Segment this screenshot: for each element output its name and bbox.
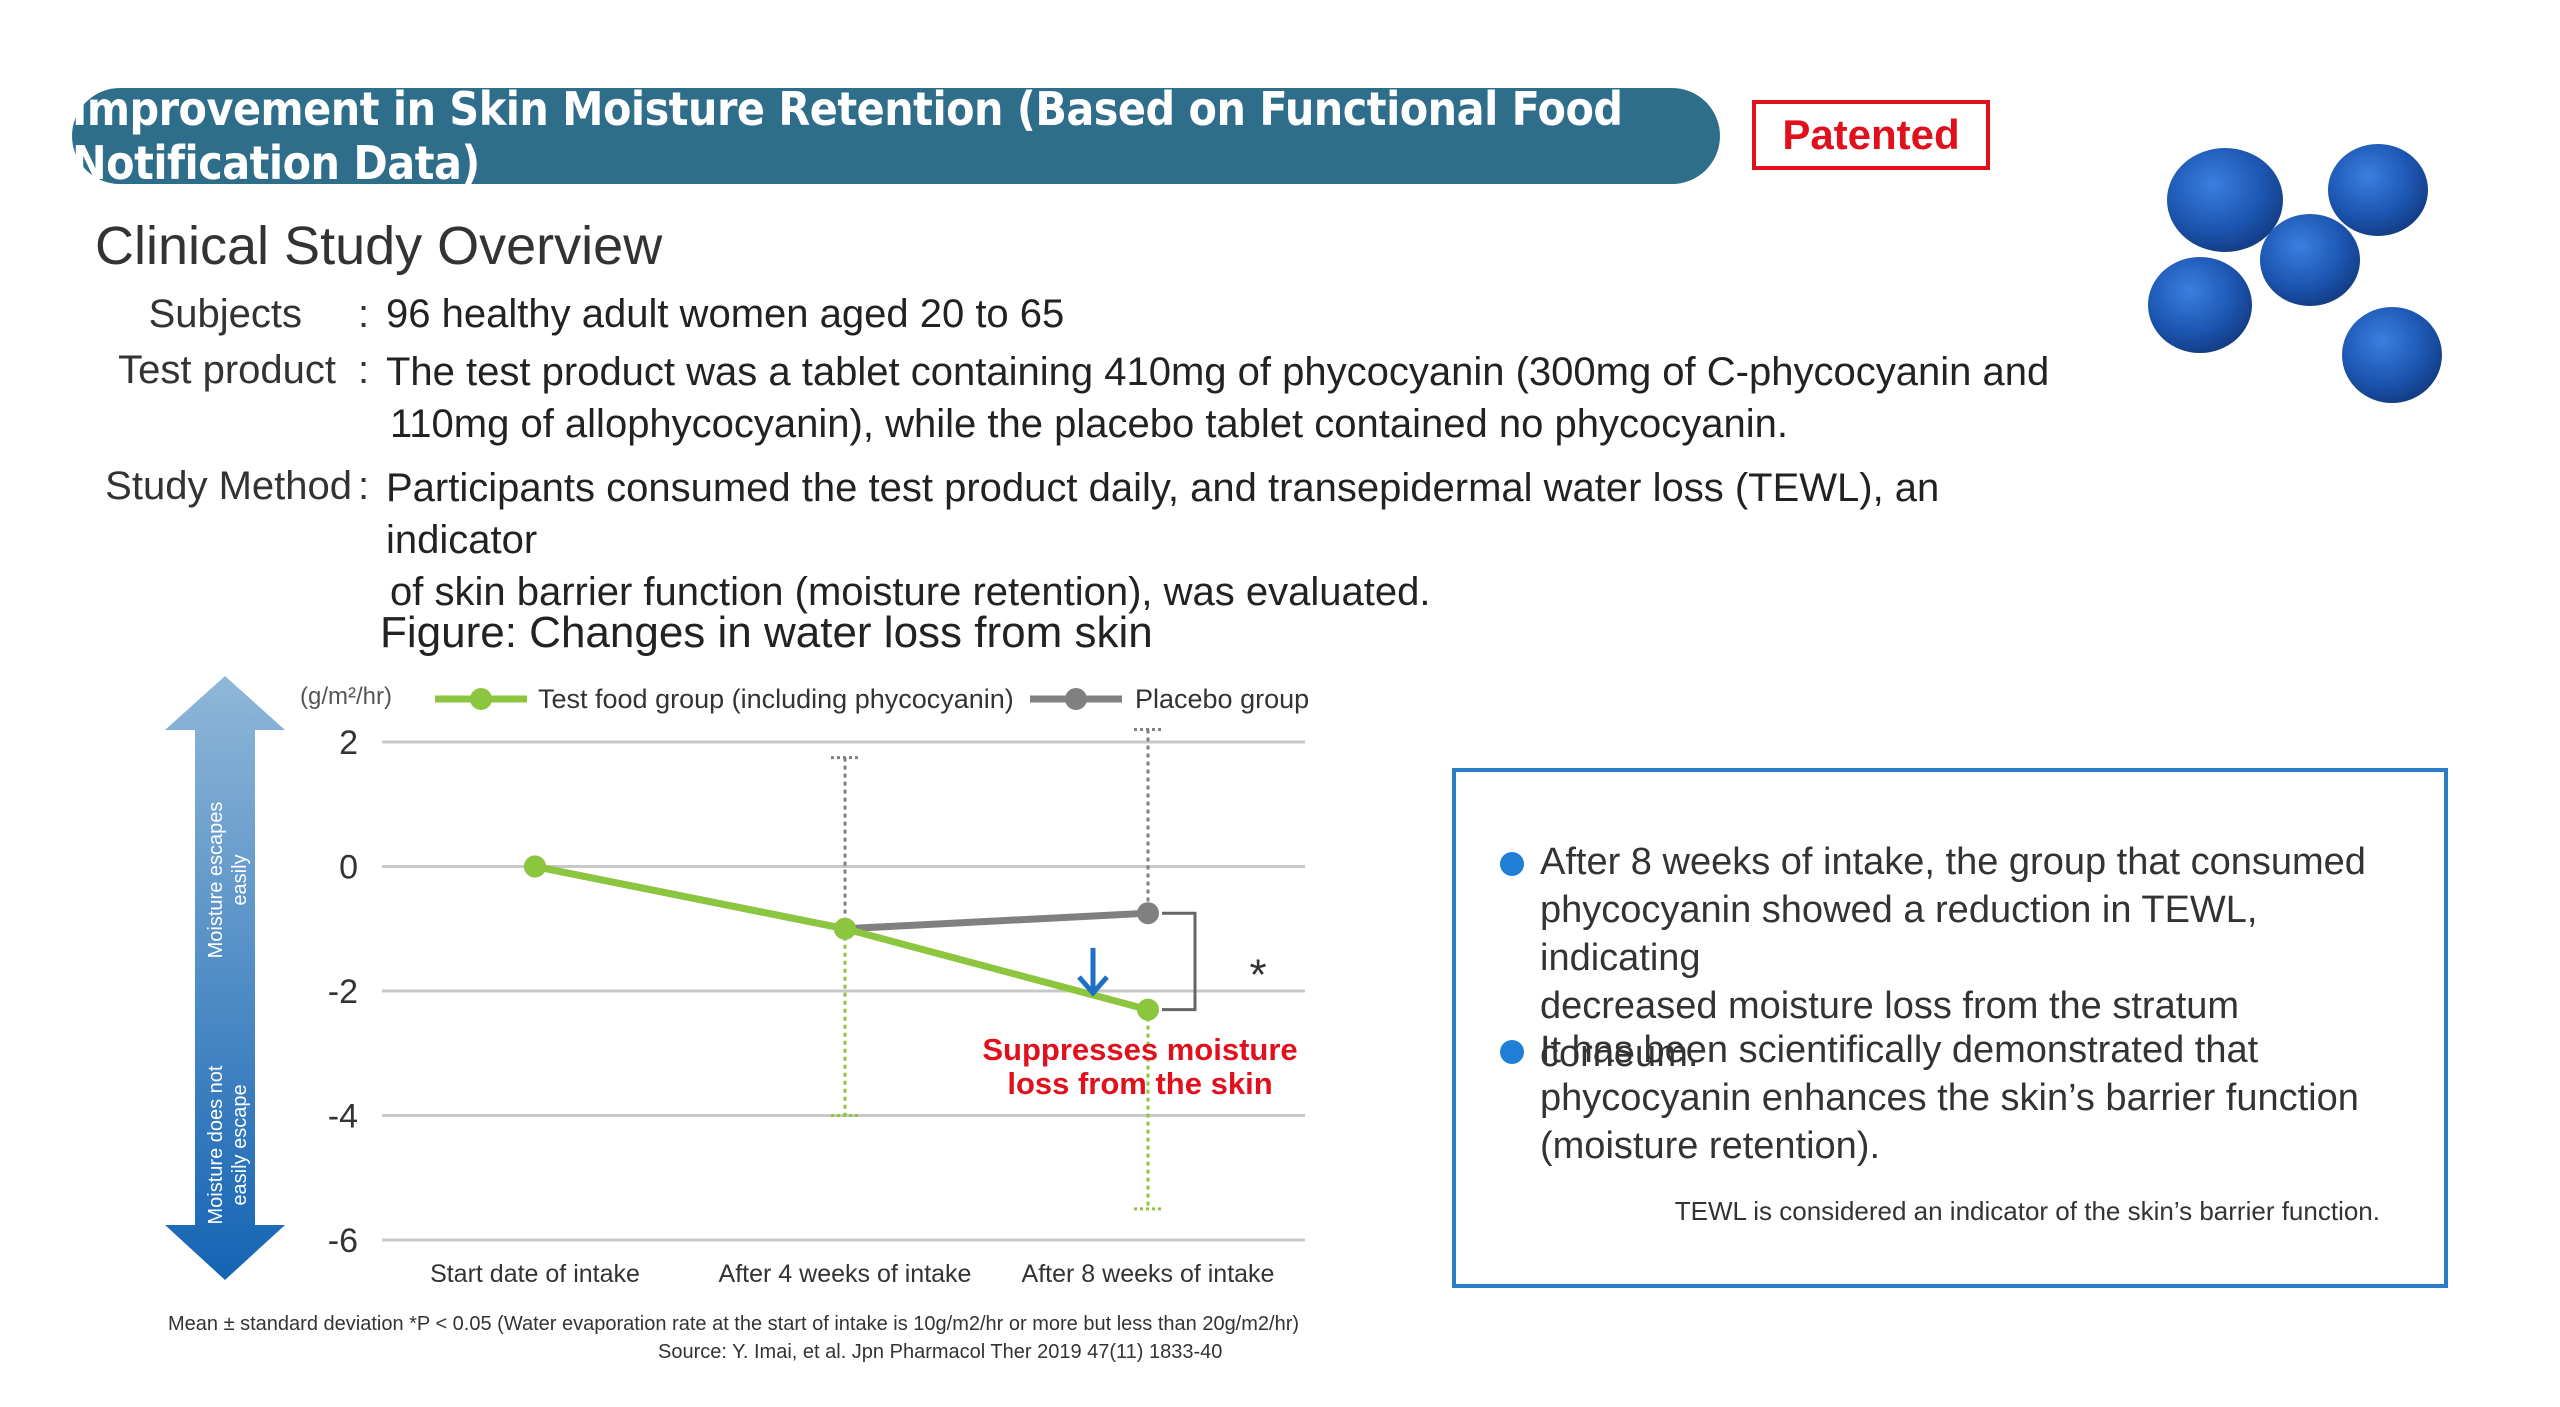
significance-star: * [1249,950,1266,999]
x-tick-label: After 8 weeks of intake [1022,1260,1275,1288]
text-line: decreased moisture loss from the stratum… [1540,985,2240,1075]
subjects-text: 96 healthy adult women aged 20 to 65 [386,288,2086,340]
info-bullet: After 8 weeks of intake, the group that … [1500,838,2400,1078]
info-box: After 8 weeks of intake, the group that … [1452,768,2448,1288]
x-tick-label: After 4 weeks of intake [719,1260,972,1288]
y-tick-label: 0 [339,849,358,887]
bullet-dot-icon [1500,1040,1524,1064]
error-bars [831,728,1162,1211]
annotation-text: loss from the skin [1007,1066,1272,1101]
colon: : [358,464,370,508]
x-ticks: Start date of intake After 4 weeks of int… [430,1260,1274,1288]
y-tick-label: -6 [328,1222,358,1260]
test-product-label: Test product [118,348,336,392]
data-point [834,917,856,940]
y-tick-label: 2 [339,724,358,762]
text-line: Participants consumed the test product d… [386,466,1940,562]
footnote-source: Source: Y. Imai, et al. Jpn Pharmacol Th… [658,1341,1223,1363]
study-method-label: Study Method [105,464,352,508]
legend-label: Test food group (including phycocyanin) [538,684,1014,714]
text-line: 110mg of allophycocyanin), while the pla… [390,402,1788,446]
study-method-text: Participants consumed the test product d… [386,462,2086,618]
info-note: TEWL is considered an indicator of the s… [1674,1196,2380,1226]
footnote-statistics: Mean ± standard deviation *P < 0.05 (Wat… [168,1313,1300,1335]
side-arrow-up-label: easily [229,854,251,905]
bullet-dot-icon [1500,852,1524,876]
page-title: Improvement in Skin Moisture Retention (… [72,82,1720,190]
info-bullet: It has been scientifically demonstrated … [1500,1026,2400,1170]
tablet [2148,257,2252,353]
tablets-illustration [2148,144,2442,403]
data-point [524,855,546,878]
test-product-text: The test product was a tablet containing… [386,346,2086,450]
colon: : [358,348,370,392]
tablet [2328,144,2428,236]
patented-badge: Patented [1752,100,1990,170]
data-point [1137,998,1159,1021]
data-point [1137,902,1159,925]
y-ticks: 2 0 -2 -4 -6 [328,724,358,1260]
y-tick-label: -2 [328,973,358,1011]
bracket [1162,911,1197,1012]
text-line: It has been scientifically demonstrated … [1540,1029,2259,1071]
text-line: (moisture retention). [1540,1125,1881,1167]
legend-label: Placebo group [1135,684,1309,714]
overview-heading: Clinical Study Overview [95,216,663,276]
text-line: of skin barrier function (moisture reten… [390,570,1431,614]
y-tick-label: -4 [328,1098,358,1136]
series-points [524,855,1159,1021]
significance-bracket: * [1162,911,1267,1012]
legend: Test food group (including phycocyanin) P… [435,684,1309,714]
subjects-label: Subjects [148,292,302,336]
text-line: phycocyanin enhances the skin’s barrier … [1540,1077,2359,1119]
text-line: 96 healthy adult women aged 20 to 65 [386,292,1065,336]
x-tick-label: Start date of intake [430,1260,640,1288]
annotation-text: Suppresses moisture [982,1032,1297,1067]
y-axis-unit: (g/m²/hr) [300,683,392,710]
water-loss-chart: Moisture escapes easily Moisture does no… [165,676,1309,1288]
colon: : [358,292,370,336]
text-line: The test product was a tablet containing… [386,350,2050,394]
tablet [2167,148,2283,252]
text-line: phycocyanin showed a reduction in TEWL, … [1540,889,2258,979]
side-arrow-down-label: Moisture does not [205,1065,227,1224]
legend-marker [470,688,492,710]
down-arrow-icon [1077,975,1109,997]
side-arrow-down-label: easily escape [229,1084,251,1205]
tablet [2260,214,2360,306]
tablet [2342,307,2442,403]
figure-title: Figure: Changes in water loss from skin [380,608,1153,657]
legend-marker [1065,688,1087,710]
side-arrow-up-label: Moisture escapes [205,802,227,959]
side-arrow: Moisture escapes easily Moisture does no… [165,676,285,1280]
text-line: After 8 weeks of intake, the group that … [1540,841,2366,883]
